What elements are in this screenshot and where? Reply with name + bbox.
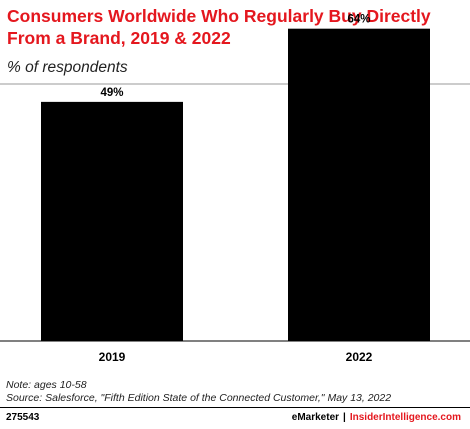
footnote-note: Note: ages 10-58	[6, 379, 87, 391]
emarketer-logo-text: eMarketer	[291, 412, 340, 423]
x-tick-label-2022: 2022	[346, 350, 373, 364]
footnote-source: Source: Salesforce, "Fifth Edition State…	[6, 392, 392, 404]
x-tick-labels: 2019 2022	[99, 350, 373, 364]
bars-layer: 49% 64%	[41, 14, 430, 342]
x-tick-label-2019: 2019	[99, 350, 126, 364]
bar-2019	[41, 101, 183, 341]
bottom-rule	[0, 407, 470, 408]
brand-separator: |	[343, 412, 346, 423]
brand-credit: eMarketer | InsiderIntelligence.com	[292, 412, 461, 423]
insider-intelligence-link[interactable]: InsiderIntelligence.com	[349, 412, 461, 423]
chart-title: Consumers Worldwide Who Regularly Buy Di…	[7, 6, 431, 48]
value-label-2019: 49%	[100, 87, 123, 99]
chart-id: 275543	[6, 412, 40, 423]
bar-2022	[288, 28, 430, 342]
value-label-2022: 64%	[347, 14, 370, 26]
chart-subtitle: % of respondents	[7, 59, 128, 76]
